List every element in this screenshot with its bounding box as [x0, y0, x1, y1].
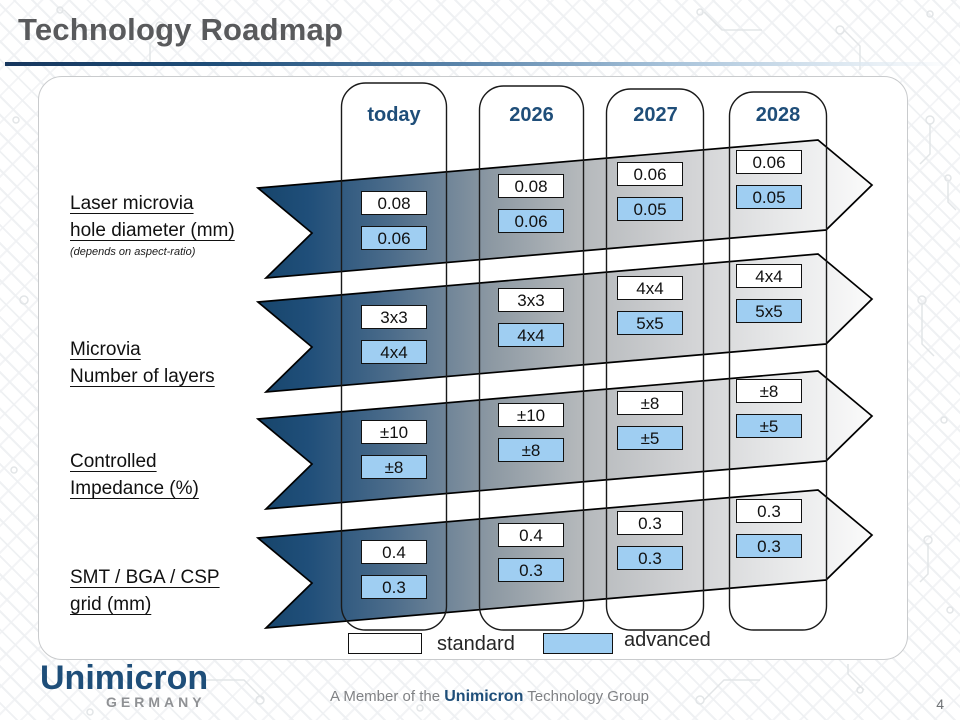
value-box-advanced: ±8 — [361, 455, 427, 479]
value-box-standard: 0.06 — [617, 162, 683, 186]
value-box-advanced: 4x4 — [361, 340, 427, 364]
column-header-today: today — [367, 104, 421, 126]
page-number: 4 — [936, 696, 944, 712]
legend-advanced-swatch — [543, 633, 613, 654]
row-label-line2: Number of layers — [70, 366, 215, 387]
row-label-line1: Controlled — [70, 451, 157, 472]
value-box-standard: ±10 — [361, 420, 427, 444]
value-box-standard: 3x3 — [498, 288, 564, 312]
legend-advanced-label: advanced — [624, 629, 711, 651]
value-box-standard: 0.4 — [498, 523, 564, 547]
column-header-2027: 2027 — [633, 104, 678, 126]
value-box-advanced: ±5 — [736, 414, 802, 438]
value-box-advanced: 0.05 — [736, 185, 802, 209]
value-box-standard: 3x3 — [361, 305, 427, 329]
column-pill-today — [340, 82, 448, 631]
value-box-standard: 4x4 — [617, 276, 683, 300]
row-label-laser-microvia: Laser microvia hole diameter (mm) (depen… — [70, 190, 235, 260]
row-label-smt-grid: SMT / BGA / CSP grid (mm) — [70, 564, 220, 618]
value-box-standard: 0.06 — [736, 150, 802, 174]
value-box-advanced: 5x5 — [736, 299, 802, 323]
value-box-standard: 0.08 — [498, 174, 564, 198]
tagline-suffix: Technology Group — [523, 688, 649, 705]
value-box-advanced: ±5 — [617, 426, 683, 450]
value-box-advanced: 0.06 — [498, 209, 564, 233]
title-underline — [5, 62, 955, 66]
tagline-prefix: A Member of the — [330, 688, 445, 705]
value-box-advanced: 4x4 — [498, 323, 564, 347]
unimicron-logo: Unimicron — [40, 659, 209, 697]
value-box-standard: 0.08 — [361, 191, 427, 215]
column-pill-2028 — [728, 91, 828, 631]
unimicron-logo-germany: GERMANY — [106, 694, 206, 710]
legend-standard-swatch — [348, 633, 422, 654]
column-header-2028: 2028 — [755, 104, 801, 126]
value-box-advanced: 0.3 — [736, 534, 802, 558]
row-label-controlled-impedance: Controlled Impedance (%) — [70, 448, 199, 502]
value-box-advanced: 0.05 — [617, 197, 683, 221]
row-label-microvia-layers: Microvia Number of layers — [70, 336, 215, 390]
value-box-standard: 0.4 — [361, 540, 427, 564]
value-box-advanced: 0.3 — [498, 558, 564, 582]
value-box-standard: ±8 — [736, 379, 802, 403]
value-box-advanced: 5x5 — [617, 311, 683, 335]
row-label-line2: Impedance (%) — [70, 478, 199, 499]
row-label-line1: SMT / BGA / CSP — [70, 567, 220, 588]
value-box-standard: ±8 — [617, 391, 683, 415]
row-label-line1: Laser microvia — [70, 193, 194, 214]
footer-tagline: A Member of the Unimicron Technology Gro… — [330, 688, 649, 706]
value-box-standard: 4x4 — [736, 264, 802, 288]
page-title: Technology Roadmap — [18, 12, 344, 47]
column-pill-2027 — [605, 88, 705, 631]
value-box-standard: ±10 — [498, 403, 564, 427]
column-pill-2026 — [478, 85, 585, 631]
legend-standard-label: standard — [437, 633, 515, 655]
value-box-standard: 0.3 — [617, 511, 683, 535]
value-box-standard: 0.3 — [736, 499, 802, 523]
column-header-2026: 2026 — [509, 104, 554, 126]
row-label-line1: Microvia — [70, 339, 141, 360]
tagline-brand: Unimicron — [444, 688, 524, 705]
row-label-line2: hole diameter (mm) — [70, 220, 235, 241]
value-box-advanced: 0.3 — [361, 575, 427, 599]
value-box-advanced: ±8 — [498, 438, 564, 462]
value-box-advanced: 0.06 — [361, 226, 427, 250]
value-box-advanced: 0.3 — [617, 546, 683, 570]
row-label-line2: grid (mm) — [70, 594, 152, 615]
row-label-note: (depends on aspect-ratio) — [70, 246, 196, 258]
